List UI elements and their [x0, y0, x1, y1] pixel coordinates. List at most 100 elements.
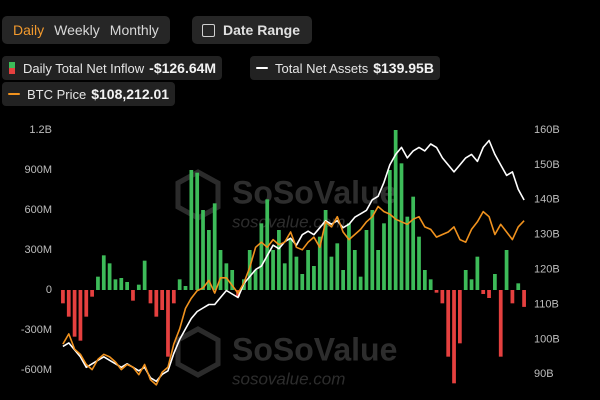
bar — [341, 270, 345, 290]
bar — [247, 250, 252, 290]
legend-item[interactable]: Daily Total Net Inflow -$126.64M — [2, 56, 223, 80]
bar — [294, 256, 299, 290]
bar — [148, 290, 153, 304]
bar — [218, 250, 223, 290]
bar — [347, 223, 351, 290]
y2ticks-label: 120B — [534, 264, 560, 276]
bar — [504, 250, 509, 290]
bar — [224, 263, 229, 290]
bar — [253, 270, 258, 290]
legend-value: -$126.64M — [149, 60, 217, 76]
period-tab[interactable]: Daily — [13, 22, 45, 38]
bar — [212, 203, 217, 290]
legend-label: Daily Total Net Inflow — [23, 60, 145, 76]
watermark-logo — [175, 169, 221, 221]
bar — [154, 290, 159, 317]
y2ticks-label: 110B — [534, 298, 559, 310]
bar — [352, 250, 357, 290]
bar — [370, 210, 375, 290]
bar — [387, 170, 392, 290]
bar — [510, 290, 515, 304]
bar — [265, 199, 270, 290]
watermark: SoSoValue sosovalue.com — [175, 326, 397, 388]
yticks-label: 300M — [24, 244, 52, 256]
legend-item[interactable]: Total Net Assets $139.95B — [250, 56, 440, 80]
bar — [306, 250, 310, 290]
calendar-icon — [202, 23, 215, 37]
bar — [84, 290, 89, 317]
bar — [323, 210, 328, 290]
bar — [317, 236, 322, 290]
bar — [463, 270, 468, 290]
bar — [171, 290, 176, 304]
legend-value: $139.95B — [373, 60, 434, 76]
legend-label: Total Net Assets — [275, 60, 369, 76]
y2ticks-label: 90B — [534, 368, 554, 380]
y2ticks-label: 100B — [534, 333, 560, 345]
bar — [90, 290, 94, 297]
line — [62, 205, 525, 386]
bar — [96, 276, 100, 290]
bar — [259, 223, 264, 290]
y2ticks-label: 150B — [534, 159, 560, 171]
bar — [422, 270, 427, 290]
bar — [61, 290, 65, 304]
y2ticks-label: 160B — [534, 124, 560, 136]
bar — [78, 290, 83, 341]
legend-icon — [9, 62, 15, 74]
bar — [481, 290, 486, 294]
bar — [452, 290, 456, 384]
bar — [446, 290, 451, 357]
date-range-button[interactable]: Date Range — [192, 16, 312, 44]
bar — [440, 290, 445, 304]
yticks-label: -300M — [21, 324, 52, 336]
bar — [66, 290, 71, 317]
watermark-logo — [175, 326, 221, 378]
bar — [160, 290, 165, 310]
bar — [376, 250, 381, 290]
legend-label: BTC Price — [27, 86, 87, 102]
bar — [119, 278, 124, 290]
bar — [358, 276, 363, 290]
bar — [206, 230, 211, 290]
bar — [487, 290, 491, 298]
bar — [405, 216, 410, 290]
bar — [498, 290, 503, 357]
bar — [417, 236, 421, 290]
watermark-url: sosovalue.com — [232, 369, 345, 388]
bar — [136, 284, 141, 290]
y2ticks-label: 140B — [534, 194, 560, 206]
bar — [131, 290, 135, 301]
bar — [335, 243, 340, 290]
bar — [393, 130, 398, 290]
bar — [329, 256, 334, 290]
legend-swatch — [256, 67, 268, 69]
bar — [522, 290, 526, 307]
yticks-label: -600M — [21, 364, 52, 376]
bar — [475, 256, 480, 290]
bar — [312, 266, 316, 290]
bar — [516, 283, 521, 290]
bar — [411, 196, 416, 290]
yticks-label: 0 — [46, 284, 52, 296]
bar — [364, 230, 369, 290]
bar — [434, 290, 439, 293]
legend-item[interactable]: BTC Price $108,212.01 — [2, 82, 176, 106]
bar — [72, 290, 77, 337]
bar — [201, 210, 205, 290]
period-tab[interactable]: Weekly — [54, 22, 100, 38]
bar — [288, 239, 293, 290]
bar — [166, 290, 170, 357]
watermark-name: SoSoValue — [232, 331, 397, 367]
bar — [493, 274, 497, 290]
bar — [189, 170, 194, 290]
bar — [282, 263, 287, 290]
bar — [125, 282, 129, 290]
bar — [183, 286, 188, 290]
period-tab[interactable]: Monthly — [109, 22, 159, 38]
date-range-label: Date Range — [223, 22, 301, 38]
bar — [101, 255, 106, 290]
